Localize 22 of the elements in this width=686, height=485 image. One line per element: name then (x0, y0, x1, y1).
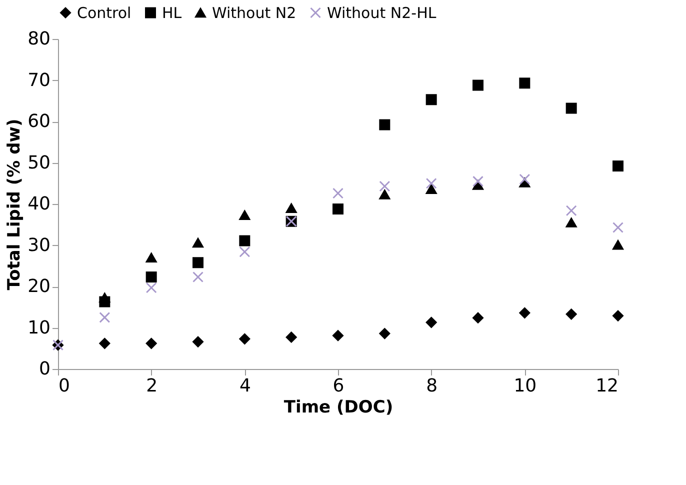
x-tick-label: 12 (596, 376, 618, 396)
x-tick-label: 4 (239, 376, 251, 396)
x-tick-label: 8 (426, 376, 438, 396)
y-tick-label: 60 (28, 111, 50, 132)
legend-label: Without N2-HL (327, 4, 437, 22)
x-tick-label: 6 (332, 376, 344, 396)
x-axis-title: Time (DOC) (284, 398, 394, 418)
x-tick-label: 2 (146, 376, 158, 396)
y-tick-label: 10 (28, 317, 50, 338)
y-axis-title: Total Lipid (% dw) (4, 118, 25, 290)
y-tick-label: 50 (28, 152, 50, 174)
legend-label: Control (77, 4, 132, 22)
legend-label: Without N2 (212, 4, 296, 22)
y-tick-label: 40 (28, 194, 50, 214)
y-tick-label: 30 (28, 234, 50, 256)
x-tick-label: 10 (514, 376, 537, 396)
y-tick-label: 80 (28, 28, 50, 50)
y-tick-label: 70 (28, 70, 50, 91)
y-tick-label: 0 (39, 358, 50, 380)
x-tick-label: 0 (58, 376, 70, 396)
legend-label: HL (162, 4, 182, 22)
y-tick-label: 20 (28, 276, 50, 297)
